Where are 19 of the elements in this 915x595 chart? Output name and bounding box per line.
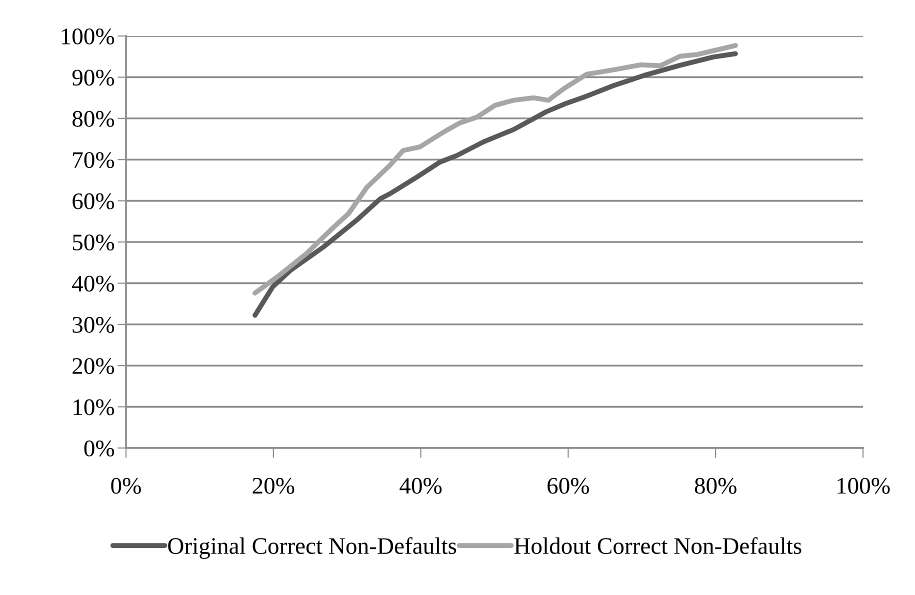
y-tick-label: 100%: [62, 28, 114, 44]
y-tick-label: 40%: [72, 276, 114, 292]
y-tick-label: 70%: [73, 152, 114, 168]
x-tick-label: 20%: [252, 478, 294, 494]
x-tick-label: 60%: [548, 478, 590, 494]
y-tick-label: 90%: [72, 70, 114, 86]
x-tick-label: 0%: [111, 478, 141, 494]
legend-label: Holdout Correct Non-Defaults: [514, 537, 802, 554]
x-tick-label: 40%: [400, 478, 442, 494]
y-tick-label: 60%: [72, 193, 114, 210]
y-tick-label: 50%: [72, 234, 114, 250]
y-tick-label: 0%: [84, 440, 114, 456]
y-tick-label: 80%: [72, 110, 114, 127]
x-tick-label: 100%: [838, 478, 890, 494]
y-tick-label: 20%: [72, 358, 114, 374]
legend-label: Original Correct Non-Defaults: [168, 537, 456, 559]
x-tick-label: 80%: [694, 478, 736, 494]
y-tick-label: 10%: [74, 399, 114, 416]
y-tick-label: 30%: [72, 316, 114, 333]
